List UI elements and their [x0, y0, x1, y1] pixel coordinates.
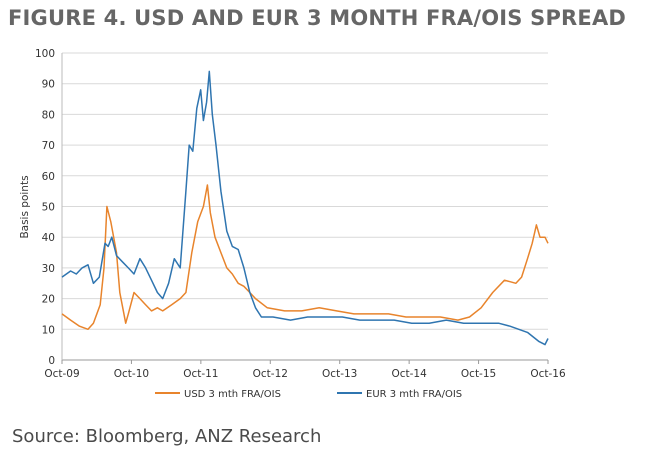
- axes: [61, 53, 548, 361]
- x-tick-label: Oct-09: [44, 368, 79, 380]
- y-tick-label: 80: [42, 109, 55, 121]
- series-lines: [61, 70, 549, 346]
- chart-plot: 0 10 20 30 40 50 60 70 80 90 100 Oct-09 Oct-10 Oct-1…: [19, 48, 566, 400]
- y-tick-label: 70: [42, 140, 55, 152]
- y-tick-label: 60: [42, 171, 55, 183]
- x-tick-label: Oct-13: [322, 368, 357, 380]
- y-tick-label: 20: [42, 294, 55, 306]
- y-tick-label: 30: [42, 263, 55, 275]
- legend-eur-label: EUR 3 mth FRA/OIS: [366, 389, 462, 400]
- y-axis-label: Basis points: [19, 175, 31, 238]
- y-tick-label: 90: [42, 79, 55, 91]
- eur-series-line: [61, 70, 549, 346]
- y-tick-label: 50: [42, 202, 55, 214]
- y-tick-label: 100: [35, 48, 55, 60]
- x-tick-label: Oct-12: [253, 368, 288, 380]
- y-tick-label: 0: [48, 355, 55, 367]
- legend-usd-label: USD 3 mth FRA/OIS: [184, 389, 281, 400]
- y-tick-label: 10: [42, 324, 55, 336]
- source-note: Source: Bloomberg, ANZ Research: [12, 426, 322, 447]
- chart-title: FIGURE 4. USD AND EUR 3 MONTH FRA/OIS SP…: [8, 6, 627, 30]
- y-tick-labels: 0 10 20 30 40 50 60 70 80 90 100: [35, 48, 55, 367]
- x-tick-label: Oct-14: [391, 368, 427, 380]
- x-tick-label: Oct-11: [183, 368, 218, 380]
- y-tick-label: 40: [42, 232, 55, 244]
- legend: USD 3 mth FRA/OIS EUR 3 mth FRA/OIS: [155, 389, 462, 400]
- x-tick-label: Oct-15: [461, 368, 496, 380]
- usd-series-line: [61, 184, 549, 331]
- x-tick-label: Oct-16: [530, 368, 566, 380]
- x-tick-label: Oct-10: [114, 368, 149, 380]
- grid-lines: [62, 52, 548, 330]
- x-tick-labels: Oct-09 Oct-10 Oct-11 Oct-12 Oct-13 Oct-14 Oct-…: [44, 360, 566, 380]
